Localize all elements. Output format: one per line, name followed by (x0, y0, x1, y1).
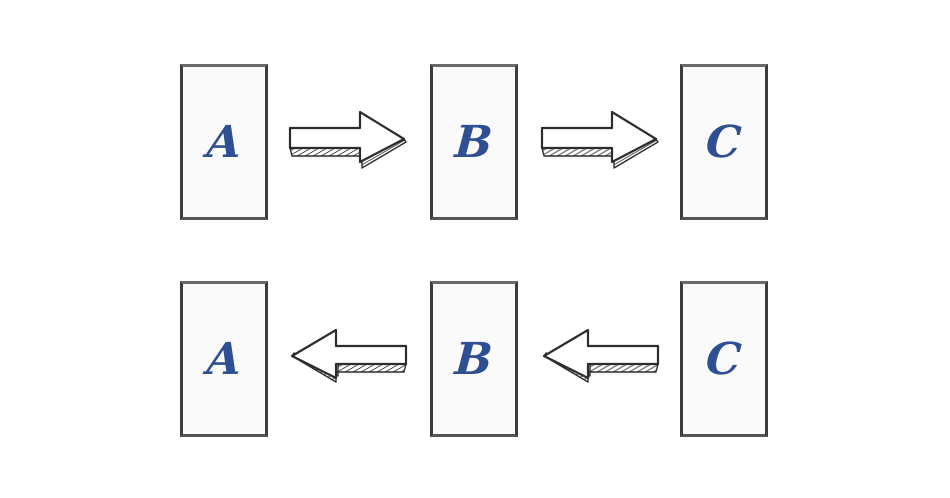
left-arrow-icon (542, 328, 660, 383)
row1-box-b: B (430, 64, 518, 220)
row2-box-c: C (680, 281, 768, 437)
row1-box-b-label: B (453, 116, 495, 168)
right-arrow-icon (540, 110, 659, 169)
row1-box-c-label: C (704, 116, 744, 168)
row2-box-b-label: B (453, 333, 495, 385)
row2-box-b: B (430, 281, 518, 437)
row1-box-c: C (680, 64, 768, 220)
right-arrow-icon (288, 110, 407, 169)
row2-box-a: A (180, 281, 268, 437)
row1-box-a: A (180, 64, 268, 220)
row1-box-a-label: A (205, 116, 243, 168)
left-arrow-icon (290, 328, 408, 383)
row2-box-c-label: C (704, 333, 744, 385)
row2-box-a-label: A (205, 333, 243, 385)
